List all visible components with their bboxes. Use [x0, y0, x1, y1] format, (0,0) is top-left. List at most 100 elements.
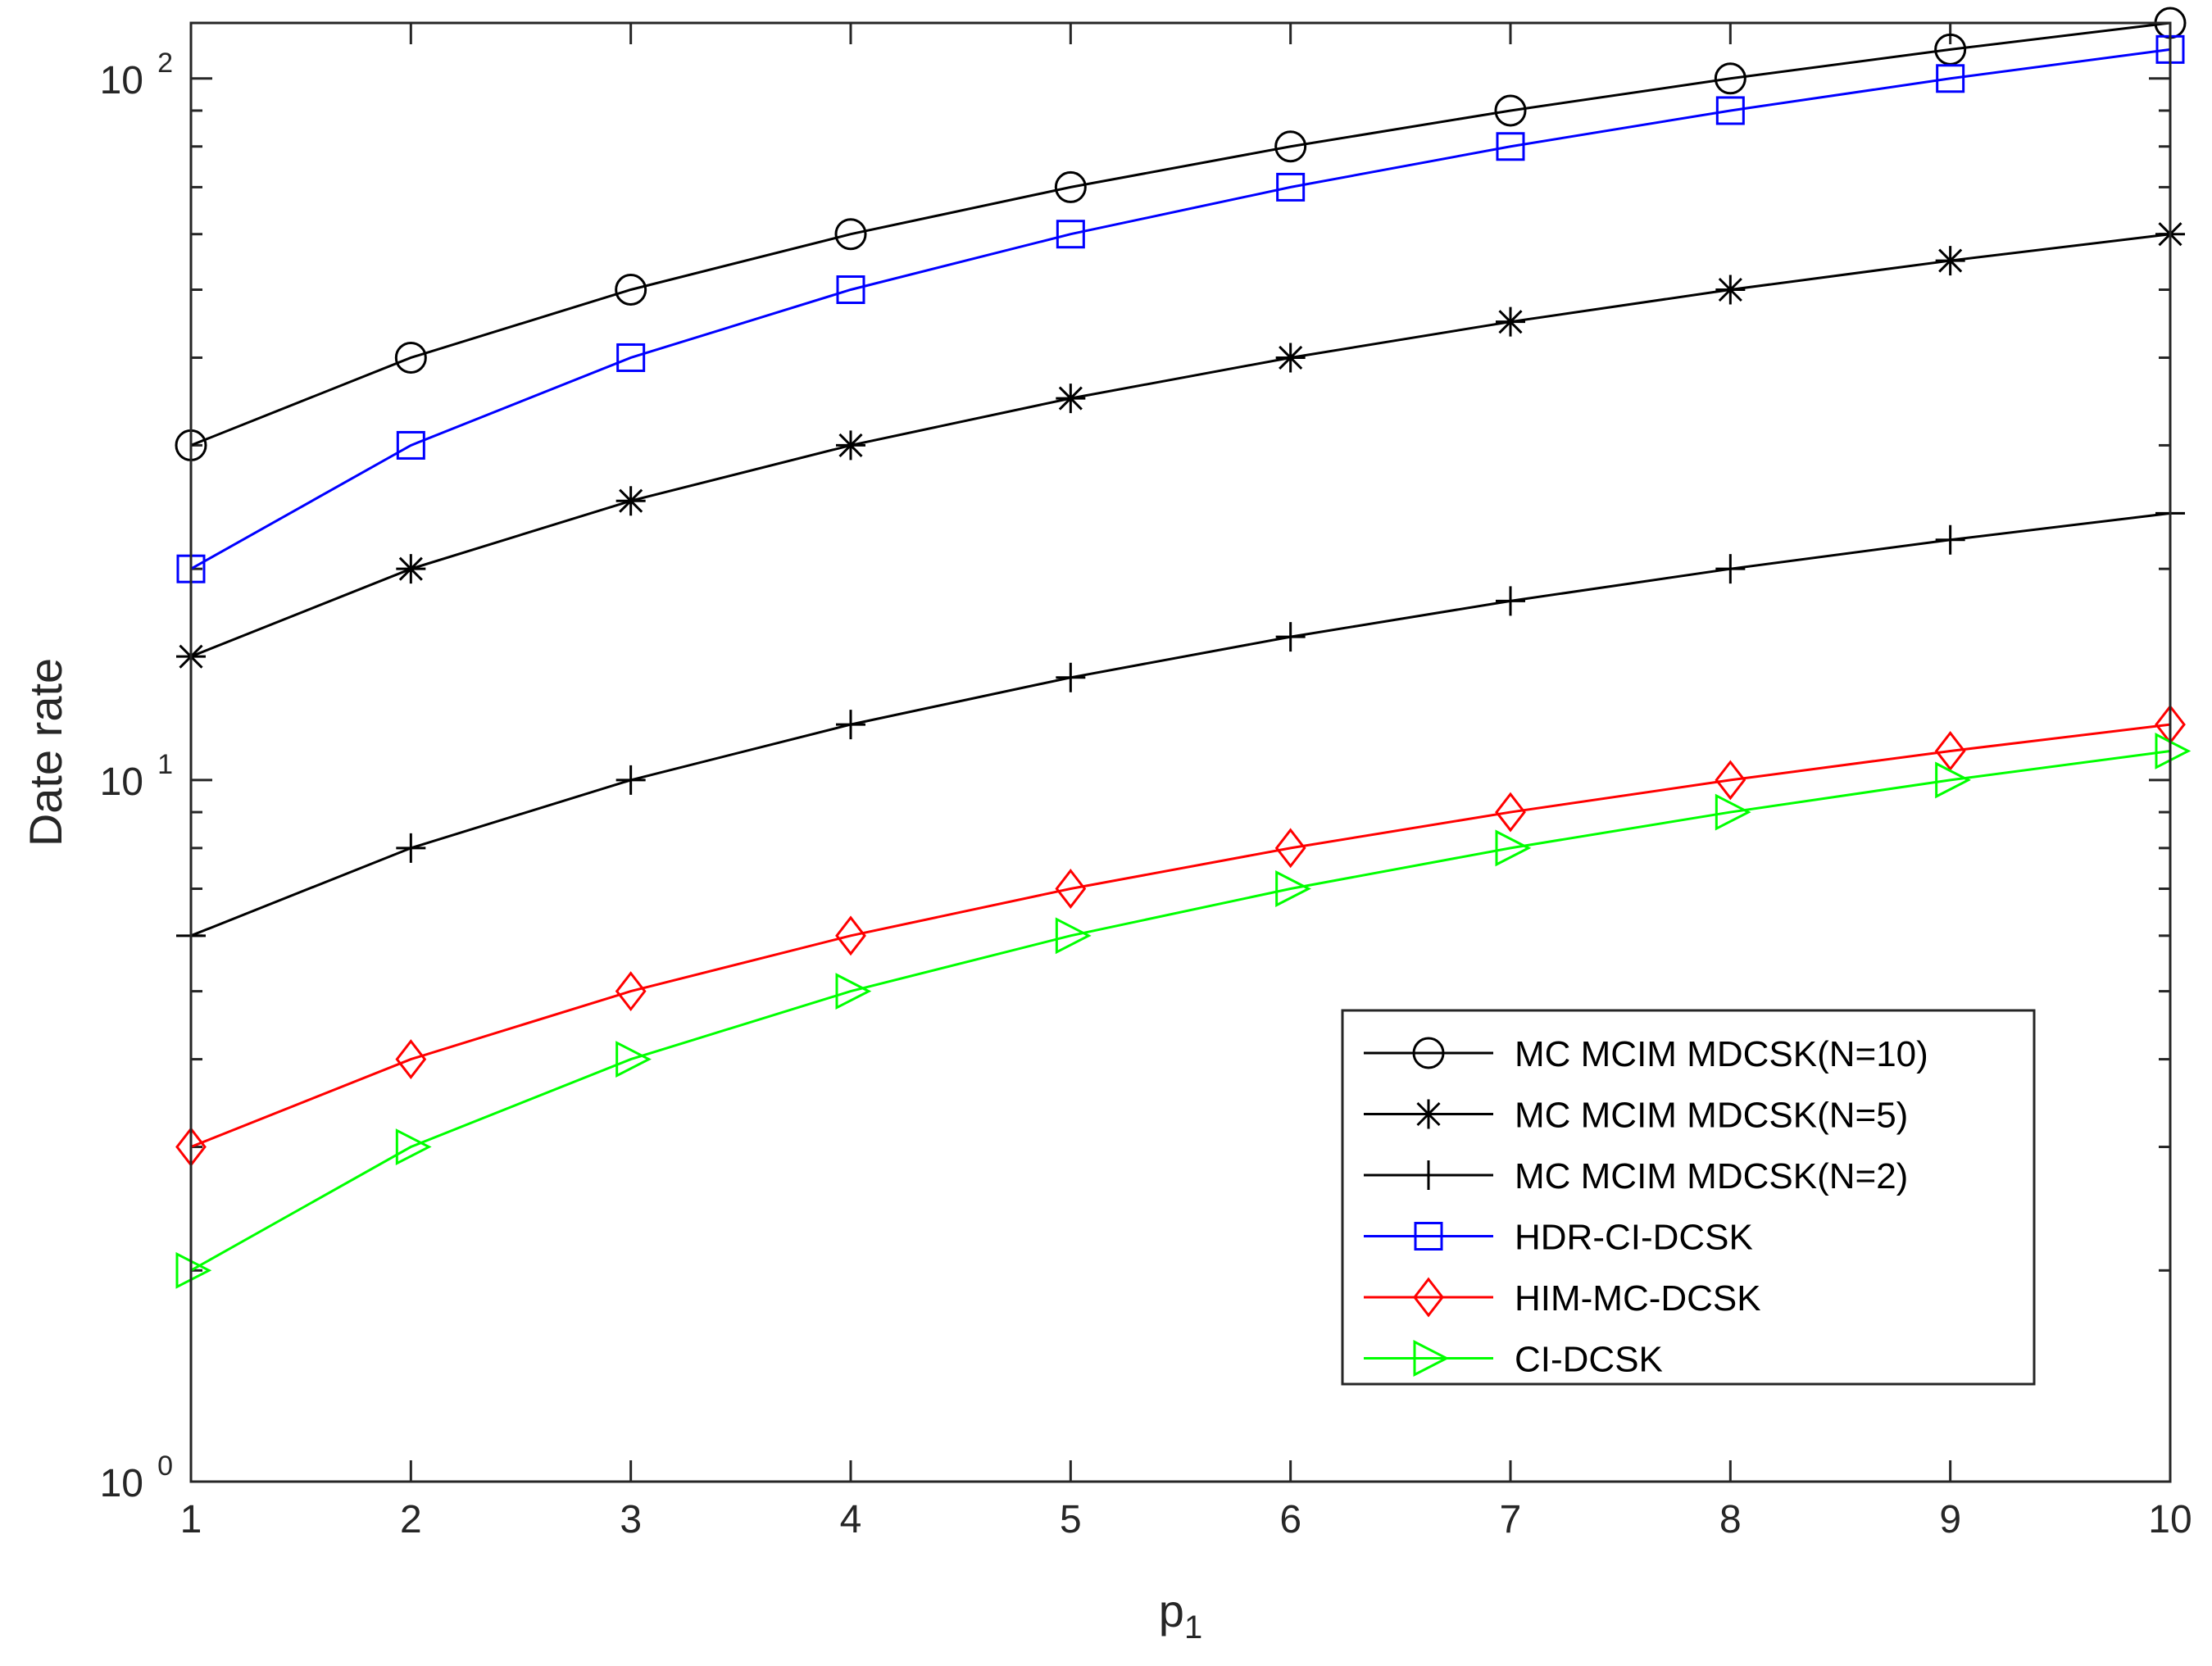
data-point	[1935, 246, 1965, 276]
data-point	[615, 274, 647, 306]
data-point	[836, 710, 865, 740]
data-point	[396, 833, 426, 863]
data-point	[1274, 130, 1307, 163]
legend-marker	[1413, 1277, 1444, 1318]
legend-item: HIM-MC-DCSK	[1364, 1277, 1761, 1319]
data-point	[615, 971, 647, 1012]
data-point	[1495, 792, 1526, 833]
data-point	[1055, 869, 1087, 909]
legend-label: CI-DCSK	[1515, 1340, 1663, 1380]
y-tick-label: 10	[100, 59, 143, 102]
legend-label: HDR-CI-DCSK	[1515, 1218, 1753, 1258]
series-line	[190, 21, 2171, 447]
data-point	[175, 1251, 212, 1289]
legend-label: HIM-MC-DCSK	[1515, 1278, 1761, 1319]
x-tick-label: 9	[1939, 1498, 1961, 1541]
y-tick-exponent: 2	[157, 48, 173, 79]
y-tick-exponent: 0	[157, 1450, 173, 1482]
x-tick-group: 1 2 3 4 5 6 7 8 9 10	[180, 23, 2192, 1541]
minor-tick-group	[191, 109, 2170, 1272]
plot-frame	[189, 21, 2172, 1483]
data-point	[1054, 170, 1087, 203]
legend-items: MC MCIM MDCSK(N=10) MC MCIM MDCSK(N=5) MC …	[1364, 1034, 1928, 1380]
legend-item: CI-DCSK	[1364, 1340, 1663, 1380]
data-point	[394, 341, 427, 374]
data-point	[1936, 64, 1965, 93]
legend-marker	[1412, 1037, 1445, 1069]
data-point	[1496, 132, 1525, 161]
data-point	[1056, 662, 1086, 692]
legend-item: HDR-CI-DCSK	[1364, 1218, 1753, 1258]
data-point	[1715, 760, 1746, 801]
data-point	[395, 1128, 432, 1165]
legend-label: MC MCIM MDCSK(N=2)	[1515, 1156, 1908, 1196]
legend-item: MC MCIM MDCSK(N=5)	[1364, 1096, 1908, 1136]
data-point	[1935, 524, 1965, 555]
data-point	[834, 218, 867, 251]
x-tick-label: 6	[1279, 1498, 1301, 1541]
x-tick-label: 5	[1060, 1498, 1082, 1541]
data-point	[1055, 917, 1092, 955]
x-tick-label: 10	[2148, 1498, 2192, 1541]
data-point	[1714, 62, 1746, 95]
data-point	[835, 915, 866, 956]
y-tick-base: 10	[100, 59, 143, 102]
data-point	[1715, 554, 1746, 584]
y-axis-title: Date rate	[20, 658, 71, 847]
data-point	[615, 486, 646, 516]
legend-marker	[1413, 1340, 1450, 1377]
data-point	[1496, 586, 1525, 616]
data-point	[1934, 731, 1966, 771]
legend-item: MC MCIM MDCSK(N=2)	[1364, 1156, 1908, 1196]
data-point	[836, 275, 865, 305]
series-0	[175, 7, 2187, 461]
data-point	[1056, 220, 1085, 249]
series-line	[190, 511, 2171, 937]
series-line	[190, 723, 2171, 1148]
data-point	[1496, 306, 1525, 337]
series-5	[175, 733, 2192, 1289]
data-point	[1275, 622, 1306, 652]
data-point	[616, 343, 646, 372]
x-tick-label: 1	[180, 1498, 202, 1541]
y-tick-exponent: 1	[157, 749, 173, 780]
data-point	[836, 430, 865, 461]
data-point	[615, 1041, 652, 1078]
y-tick-base: 10	[100, 1462, 143, 1505]
y-tick-label: 10	[100, 1462, 143, 1505]
data-point	[396, 430, 425, 460]
legend-label: MC MCIM MDCSK(N=5)	[1515, 1096, 1908, 1136]
data-point	[1715, 96, 1745, 125]
series-1	[176, 219, 2185, 672]
series-group	[175, 7, 2192, 1289]
data-point	[615, 765, 646, 795]
series-line	[190, 749, 2171, 1272]
x-tick-label: 4	[840, 1498, 862, 1541]
legend-label: MC MCIM MDCSK(N=10)	[1515, 1034, 1928, 1074]
x-tick-label: 2	[400, 1498, 422, 1541]
data-point	[1494, 94, 1527, 127]
data-point	[1056, 384, 1086, 414]
data-point	[1275, 870, 1311, 907]
x-axis-title-subscript: 1	[1184, 1609, 1202, 1646]
data-point	[396, 554, 426, 584]
series-4	[175, 704, 2186, 1167]
x-tick-label: 3	[620, 1498, 642, 1541]
x-tick-label: 8	[1719, 1498, 1742, 1541]
series-2	[176, 498, 2185, 951]
data-point	[1715, 275, 1746, 305]
data-point	[2155, 733, 2192, 769]
data-point	[1935, 761, 1971, 799]
legend: MC MCIM MDCSK(N=10) MC MCIM MDCSK(N=5) MC …	[1341, 1009, 2036, 1386]
legend-marker	[1414, 1222, 1443, 1251]
series-line	[190, 233, 2171, 658]
legend-item: MC MCIM MDCSK(N=10)	[1364, 1034, 1928, 1074]
legend-marker	[1414, 1160, 1443, 1190]
data-point	[1276, 172, 1306, 202]
data-point	[1715, 793, 1751, 831]
x-axis-title: p1	[1159, 1585, 1202, 1646]
data-point	[1495, 829, 1532, 867]
data-point	[1275, 343, 1306, 373]
legend-box	[1341, 1009, 2036, 1386]
